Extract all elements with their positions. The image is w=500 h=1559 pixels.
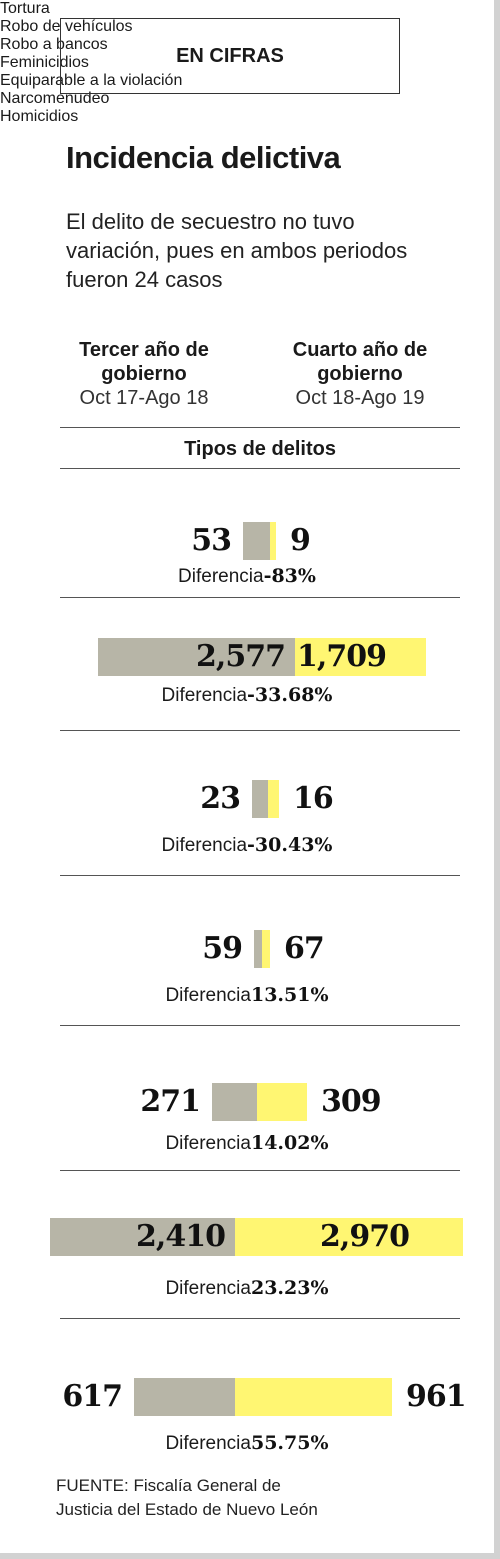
section-box-label: EN CIFRAS bbox=[60, 18, 400, 94]
value-tercer: 617 bbox=[62, 1379, 123, 1414]
value-cuarto: 9 bbox=[290, 523, 311, 558]
column-header-cuarto: Cuarto año de gobierno Oct 18-Ago 19 bbox=[270, 338, 450, 410]
bar-cuarto bbox=[257, 1083, 307, 1121]
bar-tercer bbox=[50, 1218, 235, 1256]
value-cuarto: 309 bbox=[321, 1084, 382, 1119]
bar-tercer bbox=[252, 780, 268, 818]
divider bbox=[60, 1025, 460, 1026]
difference-text: Diferencia bbox=[165, 1278, 251, 1299]
bar-cuarto bbox=[270, 522, 276, 560]
difference-text: Diferencia bbox=[161, 835, 248, 856]
infographic-subtitle: El delito de secuestro no tuvo variación… bbox=[66, 209, 408, 292]
column-header-tercer: Tercer año de gobierno Oct 17-Ago 18 bbox=[54, 338, 234, 410]
difference-text: Diferencia bbox=[165, 1133, 251, 1154]
divider bbox=[60, 875, 460, 876]
difference-value: 13.51% bbox=[250, 984, 329, 1006]
value-tercer: 59 bbox=[202, 931, 243, 966]
difference-text: Diferencia bbox=[165, 1433, 251, 1454]
value-cuarto: 2,970 bbox=[320, 1219, 410, 1254]
divider bbox=[60, 1170, 460, 1171]
column-period-tercer: Oct 17-Ago 18 bbox=[79, 387, 209, 409]
value-cuarto: 67 bbox=[284, 931, 325, 966]
difference-label: Diferencia55.75% bbox=[0, 1432, 494, 1455]
difference-value: 55.75% bbox=[250, 1432, 329, 1454]
value-tercer: 2,410 bbox=[136, 1219, 226, 1254]
difference-label: Diferencia13.51% bbox=[0, 984, 494, 1007]
crime-chart: Tortura 53 9 Diferencia-83% Robo de vehículo… bbox=[0, 0, 494, 1454]
crime-label: Tortura bbox=[0, 0, 50, 17]
bar-tercer bbox=[212, 1083, 257, 1121]
difference-label: Diferencia23.23% bbox=[0, 1277, 494, 1300]
difference-label: Diferencia-83% bbox=[0, 565, 494, 588]
infographic-title: Incidencia delictiva bbox=[66, 140, 341, 175]
bar-cuarto bbox=[295, 638, 426, 676]
bar-tercer bbox=[97, 638, 295, 676]
value-cuarto: 1,709 bbox=[297, 639, 387, 674]
value-cuarto: 16 bbox=[293, 781, 334, 816]
value-tercer: 53 bbox=[191, 523, 232, 558]
crime-label: Equiparable a la violación bbox=[0, 72, 183, 89]
difference-value: 14.02% bbox=[250, 1132, 329, 1154]
crime-label: Homicidios bbox=[0, 108, 79, 125]
column-title-cuarto: Cuarto año de gobierno bbox=[292, 339, 428, 385]
divider bbox=[60, 427, 460, 428]
difference-text: Diferencia bbox=[161, 685, 248, 706]
crime-label: Robo a bancos bbox=[0, 36, 108, 53]
difference-value: -83% bbox=[263, 565, 316, 587]
section-title: Tipos de delitos bbox=[184, 438, 336, 460]
value-tercer: 23 bbox=[200, 781, 241, 816]
divider bbox=[60, 597, 460, 598]
difference-label: Diferencia-33.68% bbox=[0, 684, 494, 707]
value-cuarto: 961 bbox=[406, 1379, 467, 1414]
crime-label: Robo de vehículos bbox=[0, 18, 133, 35]
bar-tercer bbox=[134, 1378, 235, 1416]
column-period-cuarto: Oct 18-Ago 19 bbox=[295, 387, 425, 409]
bar-cuarto bbox=[235, 1218, 463, 1256]
bar-cuarto bbox=[262, 930, 270, 968]
bar-cuarto bbox=[235, 1378, 392, 1416]
bar-cuarto bbox=[268, 780, 279, 818]
bar-tercer bbox=[254, 930, 262, 968]
difference-label: Diferencia-30.43% bbox=[0, 834, 494, 857]
column-title-tercer: Tercer año de gobierno bbox=[79, 339, 209, 385]
difference-value: 23.23% bbox=[250, 1277, 329, 1299]
divider bbox=[60, 468, 460, 469]
difference-label: Diferencia14.02% bbox=[0, 1132, 494, 1155]
divider bbox=[60, 1318, 460, 1319]
value-tercer: 2,577 bbox=[196, 639, 286, 674]
difference-value: -33.68% bbox=[247, 684, 333, 706]
bar-tercer bbox=[243, 522, 270, 560]
difference-text: Diferencia bbox=[178, 566, 264, 587]
value-tercer: 271 bbox=[140, 1084, 201, 1119]
crime-label: Feminicidios bbox=[0, 54, 89, 71]
crime-label: Narcomenudeo bbox=[0, 90, 110, 107]
source-note: FUENTE: Fiscalía General de Justicia del… bbox=[56, 1476, 318, 1519]
difference-value: -30.43% bbox=[247, 834, 333, 856]
difference-text: Diferencia bbox=[165, 985, 251, 1006]
divider bbox=[60, 730, 460, 731]
